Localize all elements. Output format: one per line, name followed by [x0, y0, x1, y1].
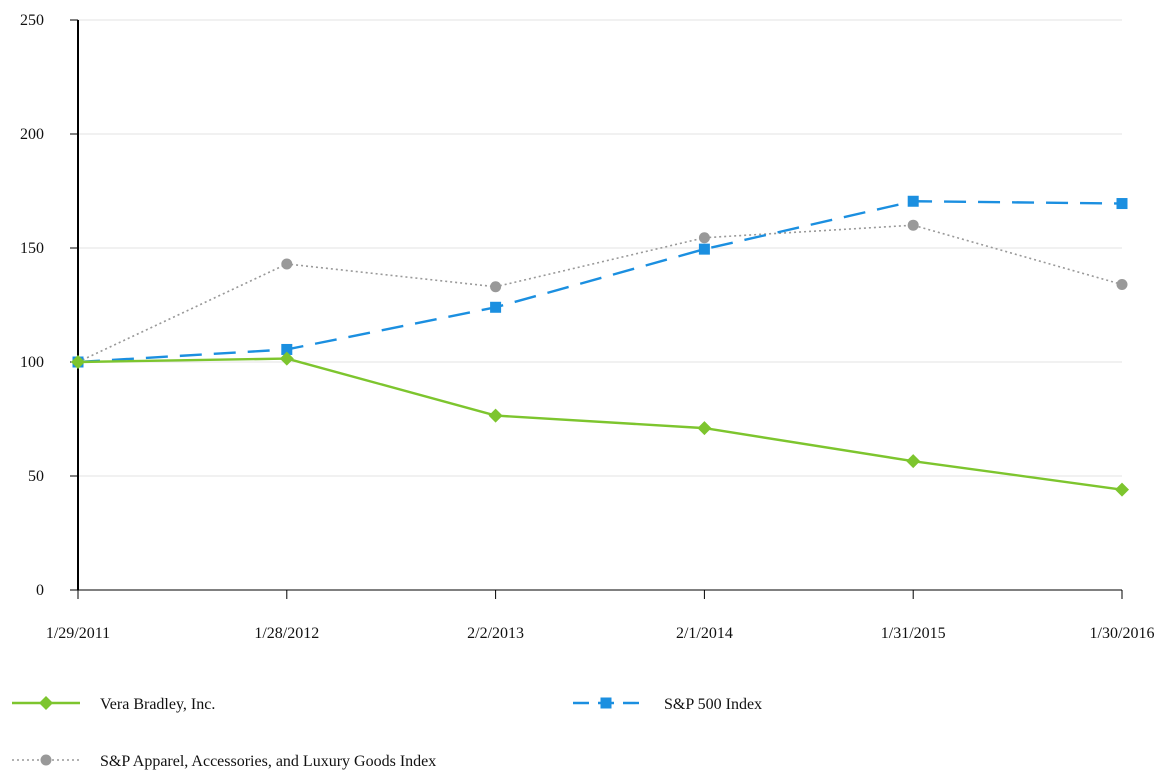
y-tick-label: 250: [20, 12, 44, 29]
data-point-series-0: [1115, 482, 1129, 497]
data-point-series-1: [490, 301, 502, 313]
y-axis-tick-labels: 0 50 100 150 200 250: [20, 12, 44, 599]
x-tick-label: 2/2/2013: [467, 625, 524, 642]
data-point-series-1: [907, 195, 919, 207]
legend-marker-series-0: [39, 696, 53, 710]
series-line-2: [77, 224, 1123, 363]
series-line-1: [77, 200, 1123, 364]
data-point-series-0: [697, 421, 712, 436]
axes: [70, 19, 1123, 599]
data-point-series-2: [1116, 278, 1128, 290]
y-tick-label: 150: [20, 240, 44, 257]
data-point-series-1: [281, 343, 293, 355]
legend: Vera Bradley, Inc. S&P 500 Index S&P Appar…: [12, 696, 762, 770]
legend-label-series-2: S&P Apparel, Accessories, and Luxury Goo…: [100, 753, 436, 770]
y-tick-label: 0: [36, 582, 44, 599]
x-tick-label: 1/28/2012: [254, 625, 319, 642]
x-axis-tick-labels: 1/29/2011 1/28/2012 2/2/2013 2/1/2014 1/31/2…: [46, 625, 1155, 642]
data-point-series-0: [279, 351, 294, 366]
data-point-series-2: [698, 232, 710, 244]
legend-label-series-0: Vera Bradley, Inc.: [100, 696, 215, 713]
legend-label-series-1: S&P 500 Index: [664, 696, 762, 713]
x-tick-label: 2/1/2014: [676, 625, 733, 642]
series-line-0: [77, 357, 1123, 491]
y-tick-label: 50: [28, 468, 44, 485]
y-tick-label: 200: [20, 126, 44, 143]
x-tick-label: 1/31/2015: [881, 625, 946, 642]
data-point-series-1: [698, 243, 710, 255]
x-tick-label: 1/30/2016: [1090, 625, 1155, 642]
data-point-series-2: [281, 258, 293, 270]
gridlines: [78, 19, 1122, 477]
series-layer: [71, 195, 1129, 497]
x-tick-label: 1/29/2011: [46, 625, 110, 642]
data-point-series-0: [71, 355, 85, 369]
data-point-series-0: [906, 454, 921, 469]
legend-marker-series-1: [600, 697, 612, 709]
data-point-series-0: [488, 408, 503, 423]
legend-marker-series-2: [40, 754, 52, 766]
data-point-series-2: [907, 219, 919, 231]
data-point-series-1: [1116, 198, 1128, 210]
y-tick-label: 100: [20, 354, 44, 371]
data-point-series-2: [490, 281, 502, 293]
